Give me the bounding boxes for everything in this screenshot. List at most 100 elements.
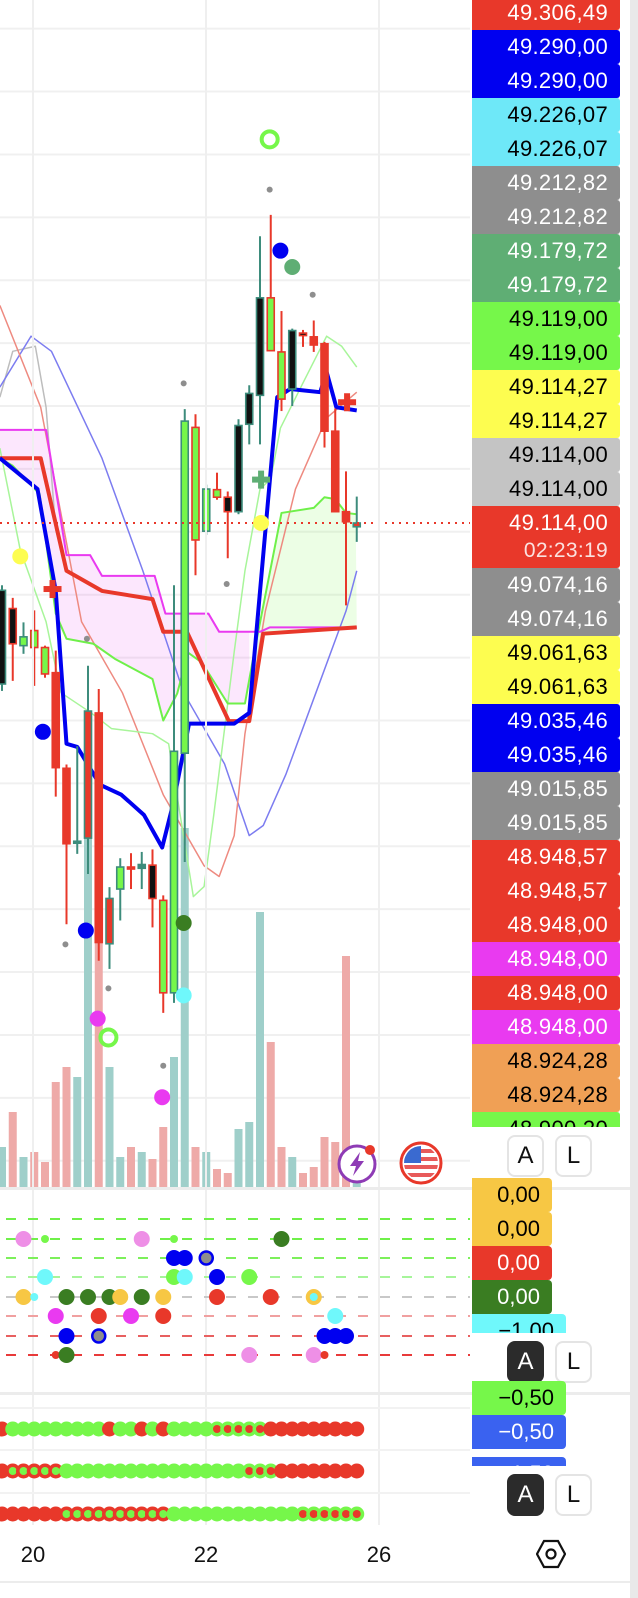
signal-dot (89, 1010, 106, 1027)
candle (148, 849, 157, 928)
candle-body (19, 636, 28, 647)
right-edge-scrollbar[interactable] (630, 0, 638, 1598)
label-value: 49.114,00 (509, 442, 608, 467)
pane3-log-scale-button[interactable]: L (555, 1474, 592, 1516)
label-value: 49.015,85 (507, 776, 608, 801)
candle-body (320, 342, 329, 432)
candle (180, 409, 190, 862)
state-dot (198, 1463, 214, 1479)
price-label: 48.948,57 (472, 840, 620, 874)
candle (212, 472, 222, 500)
candle-body (287, 329, 297, 390)
state-dot (26, 1506, 42, 1522)
state-dot-inner (331, 1510, 340, 1518)
state-dot (198, 1421, 214, 1437)
signal-dot (284, 259, 301, 276)
signal-dot (176, 1250, 193, 1266)
state-dot (306, 1463, 322, 1479)
label-value: 48.948,00 (507, 1014, 608, 1039)
candle (40, 645, 50, 678)
pane3-axis-labels: −0,50 −0,50 −1,50 (472, 1381, 572, 1466)
volume-bar (51, 1082, 60, 1187)
signal-dot (180, 380, 187, 387)
price-label: 49.114,27 (472, 370, 620, 404)
state-dot (102, 1421, 117, 1437)
state-dot (188, 1421, 203, 1437)
candle (255, 236, 265, 445)
candle (115, 858, 125, 921)
label-value: 49.114,00 (509, 476, 608, 501)
main-auto-scale-button[interactable]: A (507, 1135, 544, 1177)
candle (330, 408, 340, 513)
pane-divider[interactable] (0, 1392, 630, 1395)
plus-bar (344, 393, 351, 412)
pane2-log-scale-button[interactable]: L (555, 1341, 592, 1383)
candle (19, 622, 28, 654)
indicator-label: 0,00 (472, 1212, 552, 1246)
signal-dot (80, 1289, 96, 1305)
state-dot (220, 1506, 236, 1522)
signal-dot (15, 1231, 32, 1247)
volume-bar (234, 1129, 243, 1187)
candle-body (212, 488, 222, 499)
label-value: 49.035,46 (507, 742, 608, 767)
lightning-icon[interactable] (335, 1141, 379, 1185)
state-dot-inner (62, 1510, 71, 1518)
state-dot-inner (256, 1467, 264, 1475)
state-dot-inner (30, 1467, 39, 1475)
pane3-auto-scale-button[interactable]: A (507, 1474, 544, 1516)
state-dot-inner (94, 1510, 103, 1518)
label-value: 49.074,16 (507, 572, 608, 597)
price-label: 48.900,20 (472, 1112, 620, 1127)
candle (287, 328, 297, 407)
candle (0, 585, 7, 691)
volume-bar (170, 1057, 178, 1187)
label-value: 49.114,00 (509, 510, 608, 535)
state-dot-inner (266, 1467, 275, 1475)
signal-dot (77, 922, 94, 939)
candle-body (0, 589, 7, 685)
state-dot (48, 1421, 64, 1437)
label-value: 48.948,00 (507, 980, 608, 1005)
candle (320, 341, 329, 448)
main-log-scale-button[interactable]: L (555, 1135, 592, 1177)
signal-dot (30, 1293, 39, 1301)
signal-dot (327, 1308, 344, 1324)
price-label: 49.114,00 (472, 472, 620, 506)
state-dot (209, 1463, 225, 1479)
state-dot (26, 1421, 42, 1437)
volume-bar (137, 1152, 146, 1187)
label-value: 0,00 (497, 1216, 540, 1241)
us-flag-icon[interactable] (399, 1141, 443, 1185)
candle-body (330, 430, 340, 513)
pane-divider[interactable] (0, 1187, 630, 1190)
candle-body (72, 840, 82, 845)
bottom-divider (0, 1581, 630, 1583)
indicator-line (0, 305, 358, 878)
state-dot (16, 1421, 31, 1437)
state-dot (91, 1463, 107, 1479)
signal-dot (154, 1089, 171, 1106)
state-dot-inner (245, 1425, 254, 1433)
label-value: 49.061,63 (507, 640, 608, 665)
state-dot (37, 1421, 53, 1437)
volume-bar (62, 1067, 71, 1187)
candle-body (266, 297, 276, 352)
candle (169, 585, 179, 1003)
candle-body (105, 897, 114, 945)
price-label: 49.226,07 (472, 132, 620, 166)
state-dot (274, 1421, 289, 1437)
pane2-auto-scale-button[interactable]: A (507, 1341, 544, 1383)
state-dot (166, 1506, 182, 1522)
state-dot (177, 1463, 193, 1479)
label-value: 49.061,63 (507, 674, 608, 699)
state-dot (209, 1506, 225, 1522)
price-label: 49.212,82 (472, 200, 620, 234)
hexagon-settings-icon[interactable] (536, 1538, 566, 1570)
candle-body (126, 866, 136, 870)
volume-bar (8, 1112, 17, 1187)
candle-body (158, 899, 168, 994)
price-label: 49.035,46 (472, 738, 620, 772)
state-dot-inner (320, 1510, 329, 1518)
